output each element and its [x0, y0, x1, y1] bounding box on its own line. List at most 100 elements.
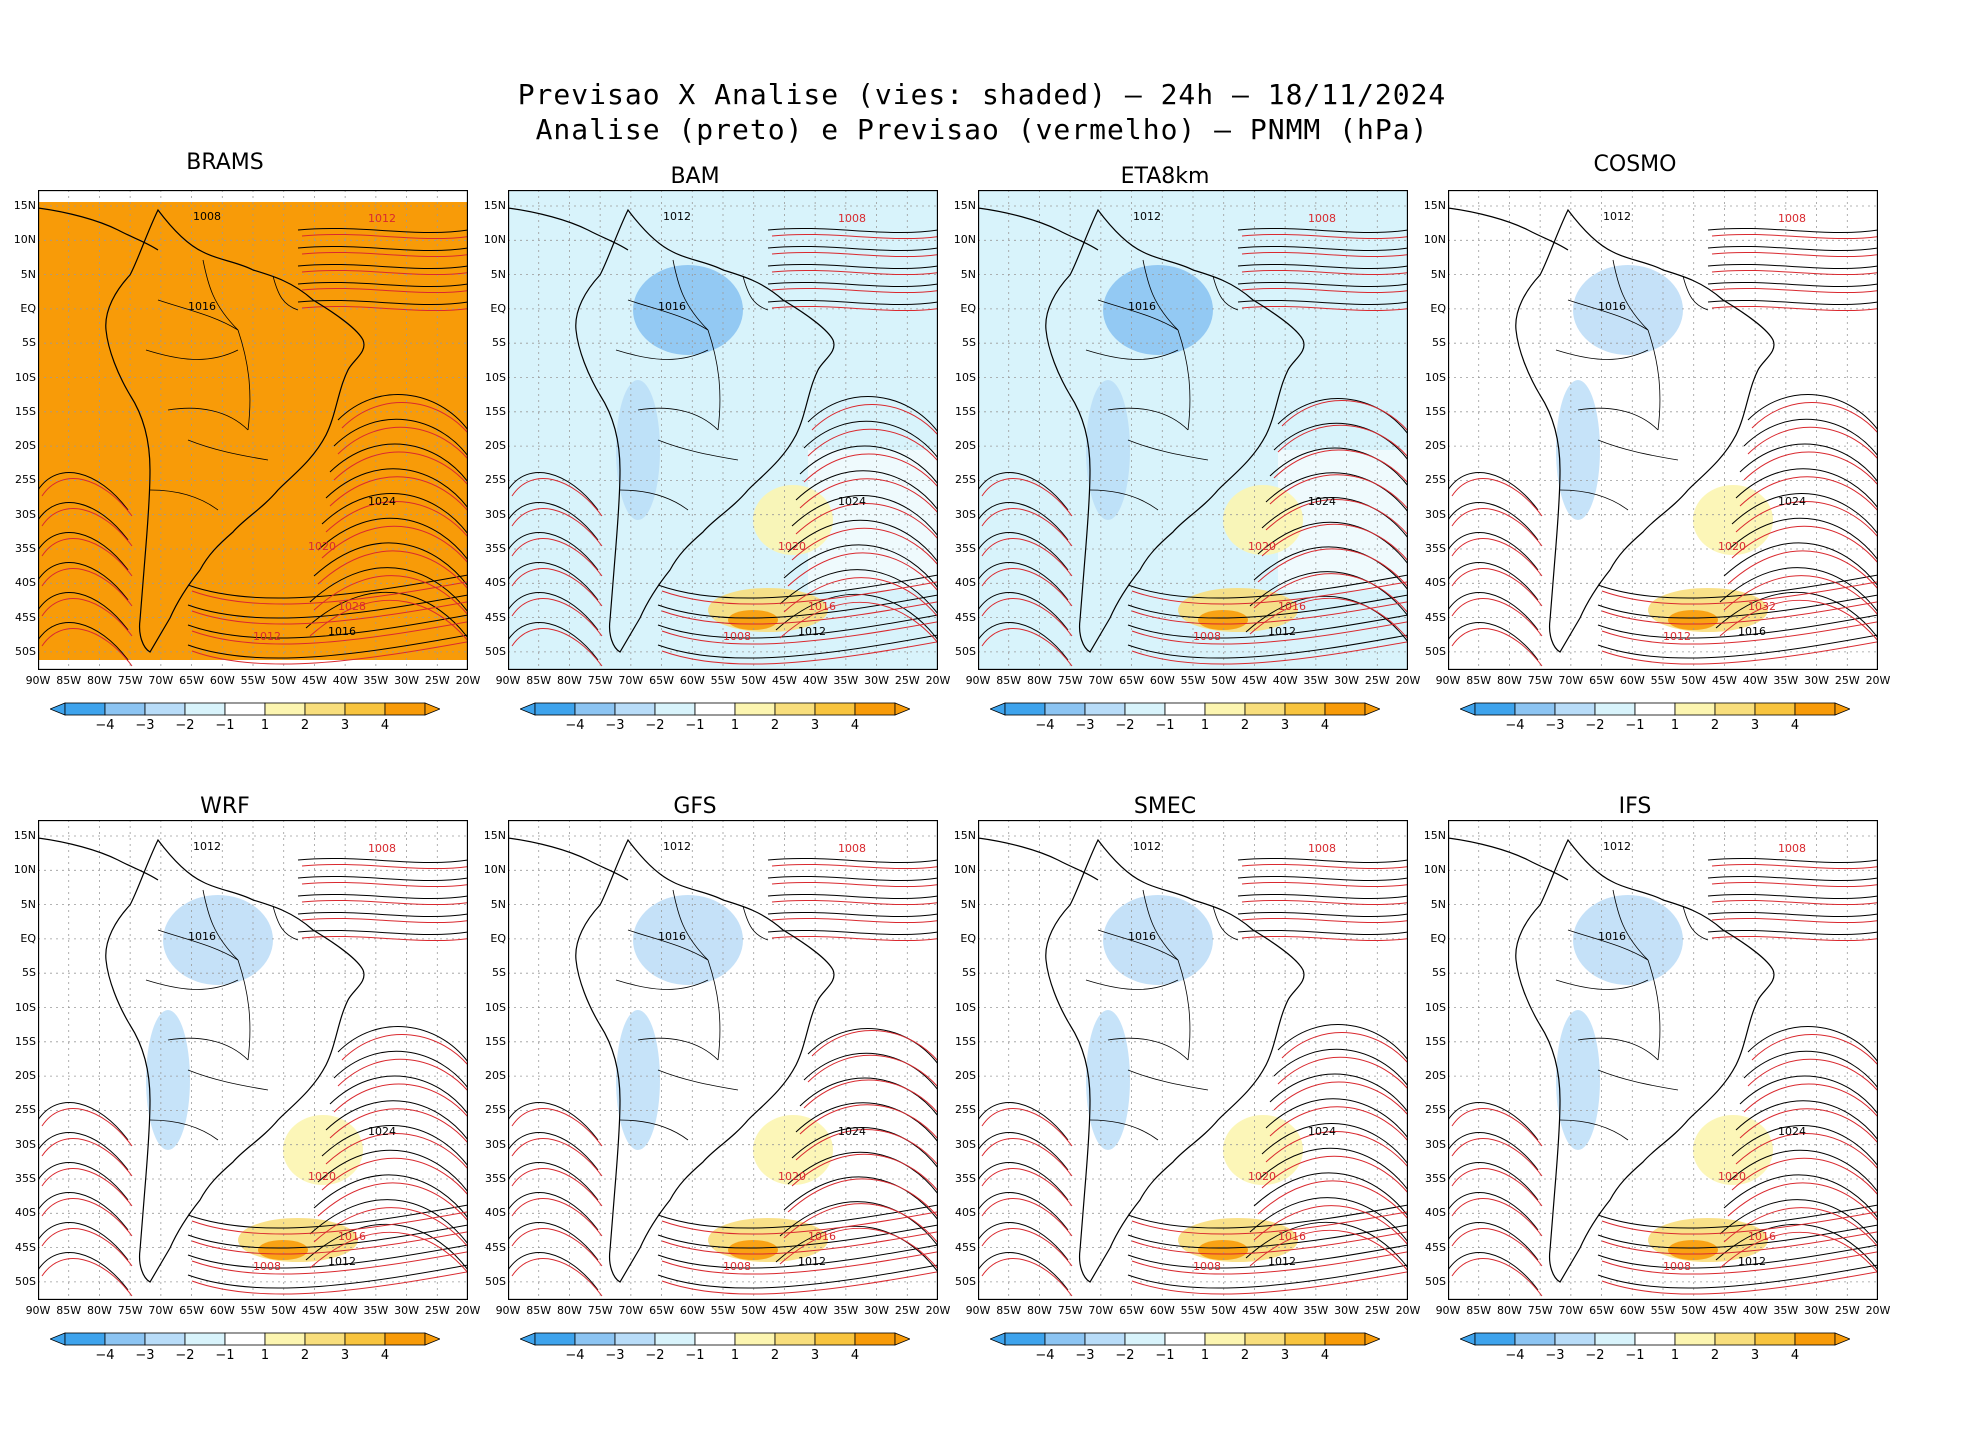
figure-title-line1: Previsao X Analise (vies: shaded) — 24h …	[517, 78, 1447, 111]
contour-labels: 1012 1008 1016 1020 1024 1016 1012 1008	[658, 210, 866, 643]
country-borders	[145, 259, 299, 511]
colorbar-swatch	[1324, 702, 1366, 716]
gridlines	[978, 820, 1408, 1300]
colorbar-end-low	[520, 702, 536, 716]
latitude-tick-label: 15S	[485, 404, 506, 418]
bias-negative-pocket	[146, 1010, 190, 1150]
colorbar-swatch	[1204, 1332, 1246, 1346]
country-borders	[1555, 259, 1709, 511]
colorbar-tick-label: −1	[215, 1348, 235, 1363]
longitude-tick-label: 85W	[56, 674, 82, 687]
map-frame	[978, 820, 1408, 1300]
colorbar-tick-label: −3	[135, 718, 155, 733]
latitude-tick-label: 15N	[1423, 199, 1446, 212]
colorbar-swatch	[854, 702, 896, 716]
colorbar-tick-label: −1	[1625, 1348, 1645, 1363]
longitude-tick-label: 25W	[1834, 674, 1860, 687]
colorbar-swatch	[1554, 702, 1596, 716]
colorbar-tick-label: −4	[95, 718, 115, 733]
latitude-tick-label: 5S	[22, 966, 36, 980]
latitude-tick-label: 50S	[15, 1274, 36, 1288]
bias-colorbar	[50, 1332, 440, 1346]
colorbar-tick-label: 4	[380, 1348, 390, 1363]
latitude-tick-label: 15N	[13, 829, 36, 842]
colorbar-swatch	[1514, 702, 1556, 716]
latitude-tick-label: 40S	[955, 576, 976, 590]
bias-positive-pocket	[1693, 1115, 1773, 1185]
map-frame	[38, 820, 468, 1300]
contour-label: 1016	[658, 300, 686, 313]
colorbar-tick-label: −1	[1625, 718, 1645, 733]
latitude-tick-label: 15S	[1425, 404, 1446, 418]
latitude-tick-label: 25S	[485, 1103, 506, 1117]
latitude-tick-label: 50S	[955, 1274, 976, 1288]
longitude-tick-label: 60W	[1149, 674, 1175, 687]
longitude-tick-label: 65W	[1119, 674, 1144, 687]
longitude-tick-label: 65W	[649, 1304, 674, 1317]
longitude-tick-label: 30W	[1334, 1304, 1359, 1317]
latitude-tick-label: 35S	[1425, 1172, 1446, 1185]
coastline	[1045, 838, 1305, 1283]
latitude-tick-label: 15S	[485, 1034, 506, 1048]
longitude-tick-label: 35W	[833, 1304, 859, 1317]
contour-label: 1024	[1308, 495, 1336, 508]
colorbar-swatch	[774, 1332, 816, 1346]
longitude-tick-label: 80W	[1496, 1304, 1522, 1317]
latitude-tick-label: 35S	[485, 542, 506, 555]
latitude-tick-label: 15S	[955, 404, 976, 418]
colorbar-swatch	[184, 702, 226, 716]
contour-label: 1016	[1748, 1230, 1776, 1243]
colorbar-end-high	[1834, 1332, 1850, 1346]
map-panel-wrf: WRF 1012 1008 1016 1020 1024 1016 1012 1008 15N 10…	[0, 780, 481, 1400]
latitude-tick-label: 10S	[955, 370, 976, 384]
contour-labels: 1012 1008 1016 1020 1024 1016 1012 1008	[1128, 210, 1336, 643]
central-america-coast	[1448, 837, 1569, 881]
longitude-tick-label: 50W	[741, 674, 767, 687]
map-frame	[508, 820, 938, 1300]
contour-label: 1024	[838, 495, 866, 508]
colorbar-tick-label: 3	[340, 1348, 350, 1363]
longitude-tick-label: 20W	[455, 1304, 481, 1317]
colorbar-tick-label: 3	[810, 1348, 820, 1363]
forecast-isobars	[511, 233, 938, 667]
coastline	[105, 838, 365, 1283]
longitude-tick-label: 55W	[710, 674, 736, 687]
longitude-tick-label: 50W	[1681, 674, 1707, 687]
colorbar-swatch	[1164, 702, 1206, 716]
central-america-coast	[1448, 207, 1569, 251]
longitude-tick-label: 20W	[925, 674, 951, 687]
colorbar-swatch	[534, 702, 576, 716]
coastline	[1045, 208, 1305, 653]
latitude-tick-label: 45S	[1425, 1240, 1446, 1254]
map-frame	[38, 190, 468, 670]
latitude-tick-label: 10N	[1423, 233, 1446, 247]
latitude-tick-label: 25S	[1425, 473, 1446, 487]
forecast-isobars	[41, 233, 468, 667]
longitude-tick-label: 70W	[618, 1304, 644, 1317]
colorbar-tick-label: 1	[730, 718, 740, 733]
map-panel-smec: SMEC 1012 1008 1016 1020 1024 1016 1012 1008 15N 1…	[940, 780, 1421, 1400]
latitude-tick-label: 25S	[15, 473, 36, 487]
colorbar-tick-label: −2	[645, 718, 665, 733]
contour-label: 1024	[1308, 1125, 1336, 1138]
map-area: 1012 1008 1016 1020 1024 1032 1016 1012	[1448, 190, 1878, 670]
colorbar-swatch	[654, 702, 696, 716]
latitude-tick-label: 25S	[15, 1103, 36, 1117]
colorbar-tick-label: −4	[565, 718, 585, 733]
bias-negative-pocket	[616, 380, 660, 520]
longitude-tick-label: 65W	[1119, 1304, 1144, 1317]
bias-positive-pocket	[258, 1240, 308, 1260]
colorbar-tick-label: 2	[770, 718, 780, 733]
latitude-tick-label: 5N	[1430, 267, 1446, 281]
central-america-coast	[978, 837, 1099, 881]
bias-positive-pocket	[728, 1240, 778, 1260]
longitude-tick-label: 35W	[1303, 674, 1329, 687]
latitude-tick-label: 5S	[22, 336, 36, 350]
contour-label: 1008	[1308, 842, 1336, 855]
colorbar-swatch	[344, 1332, 386, 1346]
bias-negative-pocket	[633, 895, 743, 985]
map-frame	[1448, 820, 1878, 1300]
longitude-tick-label: 20W	[455, 674, 481, 687]
latitude-tick-label: 45S	[15, 610, 36, 624]
colorbar-tick-label: 2	[770, 1348, 780, 1363]
